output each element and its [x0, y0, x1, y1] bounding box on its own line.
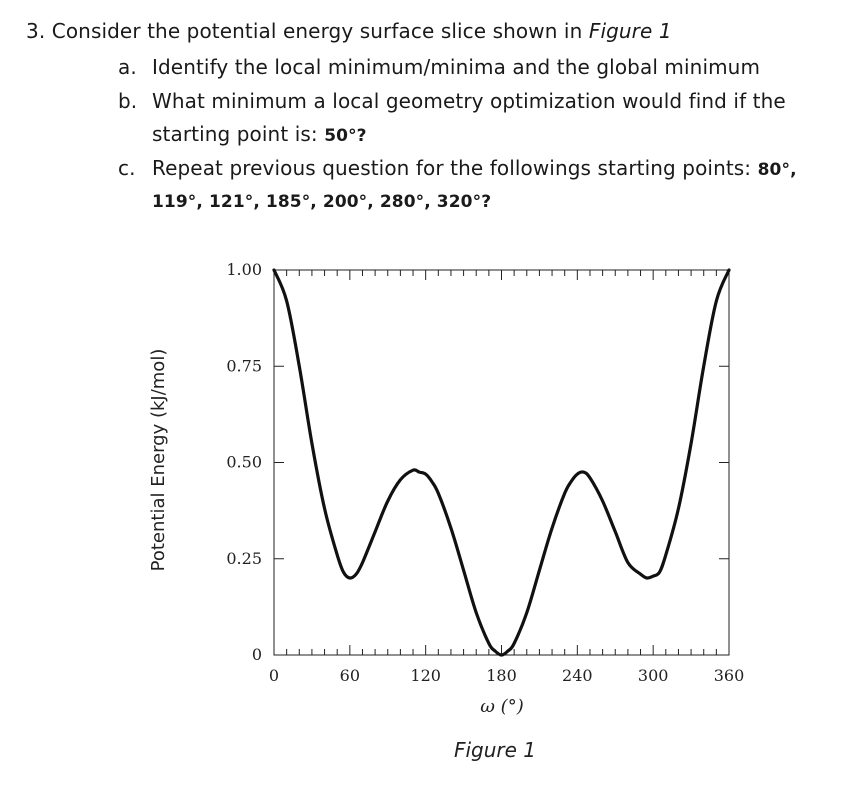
question-number: 3.	[26, 19, 46, 43]
x-axis-title: ω (°)	[480, 696, 523, 717]
question-part-c-line2: 119°, 121°, 185°, 200°, 280°, 320°?	[152, 188, 491, 212]
part-b-line2-prefix: starting point is:	[152, 122, 318, 146]
x-tick-label: 240	[562, 666, 593, 685]
y-axis-ticks: 0 0.25 0.50 0.75 1.00	[226, 260, 729, 664]
y-tick-label: 0.50	[226, 453, 262, 472]
x-tick-label: 180	[486, 666, 517, 685]
y-tick-label: 0.75	[226, 356, 262, 375]
x-tick-label: 300	[638, 666, 669, 685]
figure-reference: Figure 1	[588, 19, 672, 43]
question-title: 3. Consider the potential energy surface…	[26, 19, 672, 43]
part-c-angle-list: 119°, 121°, 185°, 200°, 280°, 320°?	[152, 192, 492, 212]
question-part-a: a. Identify the local minimum/minima and …	[118, 55, 760, 79]
question-part-b: b. What minimum a local geometry optimiza…	[118, 89, 818, 113]
part-a-text: Identify the local minimum/minima and th…	[152, 55, 761, 79]
x-tick-label: 0	[269, 666, 279, 685]
part-c-marker: c.	[118, 156, 136, 180]
x-tick-label: 360	[714, 666, 745, 685]
part-b-angle-value: 50°?	[324, 126, 367, 146]
question-part-b-line2: starting point is: 50°?	[152, 122, 367, 146]
x-axis-ticks: 0 60 120 180 240 300 360	[269, 270, 744, 685]
part-c-line1-prefix: Repeat previous question for the followi…	[152, 156, 752, 180]
y-tick-label: 0.25	[226, 549, 262, 568]
part-b-marker: b.	[118, 89, 138, 113]
part-a-marker: a.	[118, 55, 137, 79]
part-b-line1: What minimum a local geometry optimizati…	[152, 89, 786, 113]
figure-caption: Figure 1	[454, 738, 536, 762]
plot-frame	[273, 269, 730, 656]
energy-curve	[272, 268, 731, 657]
question-text: Consider the potential energy surface sl…	[51, 19, 583, 43]
question-part-c: c. Repeat previous question for the follo…	[118, 156, 818, 180]
part-c-first-angle: 80°,	[757, 160, 797, 180]
y-tick-label: 0	[252, 645, 262, 664]
y-tick-label: 1.00	[226, 260, 262, 279]
x-tick-label: 60	[340, 666, 360, 685]
y-axis-title: Potential Energy (kJ/mol)	[148, 349, 169, 572]
x-tick-label: 120	[410, 666, 441, 685]
